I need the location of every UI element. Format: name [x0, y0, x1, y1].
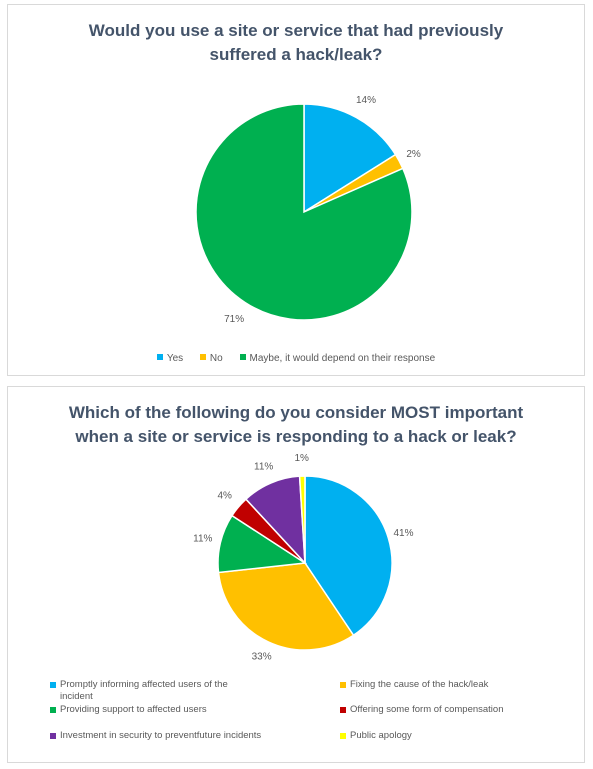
chart-1-slice-2 — [195, 103, 413, 321]
chart-1-title-line-1: Would you use a site or service that had… — [88, 21, 504, 40]
chart-1-legend: Yes No Maybe, it would depend on their r… — [8, 353, 584, 364]
chart-2-title: Which of the following do you consider M… — [8, 401, 584, 449]
chart-panel-1: Would you use a site or service that had… — [7, 4, 585, 376]
chart-1-data-label-0: 14% — [356, 95, 376, 106]
chart-2-data-label-3: 4% — [217, 490, 232, 501]
chart-2-data-label-5: 1% — [294, 453, 309, 464]
chart-panel-2: Which of the following do you consider M… — [7, 386, 585, 763]
chart-1-legend-label-no: No — [209, 353, 223, 364]
chart-2-slice-0 — [304, 475, 393, 637]
chart-2-data-label-2: 11% — [193, 534, 212, 545]
chart-1-legend-label-yes: Yes — [166, 353, 184, 364]
chart-1-pie: 14% 2% 71% — [195, 95, 421, 325]
chart-1-legend-item-maybe: Maybe, it would depend on their response — [239, 353, 436, 364]
chart-2-data-label-0: 41% — [393, 528, 413, 539]
chart-1-legend-swatch-no — [199, 354, 206, 360]
chart-2-pie: 41% 33% 11% 4% 11% 1% — [193, 453, 413, 662]
chart-1-legend-swatch-maybe — [239, 354, 246, 360]
chart-1-legend-swatch-yes — [156, 354, 163, 360]
chart-1-data-label-2: 71% — [224, 314, 244, 325]
chart-1-legend-label-maybe: Maybe, it would depend on their response — [249, 353, 436, 364]
chart-1-title: Would you use a site or service that had… — [8, 19, 584, 67]
chart-2-slice-5 — [298, 475, 306, 564]
chart-2-title-line-1: Which of the following do you consider M… — [68, 403, 524, 422]
chart-2-data-label-4: 11% — [254, 462, 273, 473]
chart-1-data-label-1: 2% — [406, 149, 421, 160]
chart-2-slice-1 — [217, 562, 355, 651]
chart-1-slice-0 — [303, 103, 397, 214]
chart-2-data-label-1: 33% — [252, 651, 272, 662]
chart-1-title-line-2: suffered a hack/leak? — [209, 45, 383, 64]
chart-2-title-line-2: when a site or service is responding to … — [75, 427, 517, 446]
chart-1-legend-item-yes: Yes — [156, 353, 184, 364]
chart-1-legend-item-no: No — [199, 353, 223, 364]
